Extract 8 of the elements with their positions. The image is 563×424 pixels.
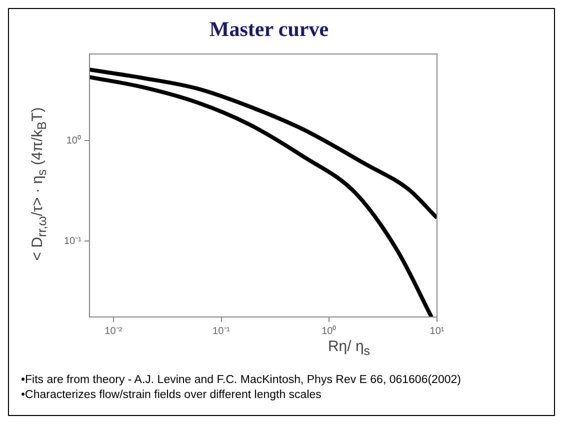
x-tick-label: 10¹ (430, 326, 445, 337)
x-tick-label: 10⁻¹ (212, 326, 231, 337)
text: •Characterizes flow/strain fields over different length scales (21, 388, 322, 403)
x-tick-label: 10⁻² (104, 326, 123, 337)
x-tick-label: 10⁰ (322, 324, 337, 337)
x-axis-title: Rη/ η$_{s}$ (326, 338, 372, 358)
chart-title: Master curve (208, 17, 330, 42)
text: •Fits are from theory - A.J. Levine and F.C. MacKintosh, Phys Rev E 66, 061606(2002) (21, 373, 461, 388)
